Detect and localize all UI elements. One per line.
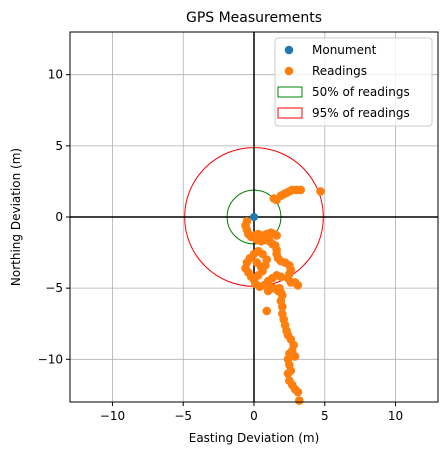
reading-point (275, 283, 284, 293)
reading-point (293, 281, 303, 290)
y-tick-label: 0 (55, 210, 63, 224)
reading-point (290, 352, 300, 361)
reading-point (276, 272, 286, 282)
x-axis-label: Easting Deviation (m) (189, 431, 320, 445)
monument-marker (250, 213, 258, 221)
legend: Monument Readings 50% of readings 95% of re… (274, 37, 433, 127)
reading-point (263, 286, 273, 296)
x-tick-label: −5 (174, 409, 192, 423)
x-tick-label: 0 (250, 409, 258, 423)
x-tick-label: 5 (321, 409, 329, 423)
legend-label: Readings (312, 64, 367, 78)
y-tick-label: −5 (45, 281, 63, 295)
reading-point (283, 369, 293, 378)
y-tick-label: 5 (55, 139, 63, 153)
x-ticks: −10 −5 0 5 10 (100, 402, 403, 423)
legend-label: 95% of readings (312, 106, 410, 120)
y-tick-label: −10 (38, 352, 63, 366)
y-tick-label: 10 (48, 68, 63, 82)
readings-legend-marker (284, 66, 294, 76)
reading-point (272, 231, 281, 240)
reading-point (294, 396, 304, 405)
legend-box (274, 37, 433, 127)
reading-point (296, 185, 306, 195)
reading-point (293, 387, 303, 397)
monument-point (250, 213, 258, 221)
legend-label: Monument (312, 43, 377, 57)
reading-point (256, 262, 266, 272)
y-ticks: −10 −5 0 5 10 (38, 68, 70, 366)
legend-label: 50% of readings (312, 85, 410, 99)
chart-title: GPS Measurements (186, 10, 322, 26)
x-tick-label: −10 (100, 409, 125, 423)
circle95-legend-patch (277, 107, 303, 119)
y-axis-label: Northing Deviation (m) (9, 148, 23, 286)
x-tick-label: 10 (388, 409, 403, 423)
circle50-legend-patch (277, 86, 303, 98)
readings-points (241, 185, 325, 405)
reading-point (262, 306, 272, 316)
monument-legend-marker (284, 45, 294, 55)
reading-point (316, 187, 325, 196)
reading-point (278, 302, 287, 311)
reading-point (249, 249, 259, 259)
